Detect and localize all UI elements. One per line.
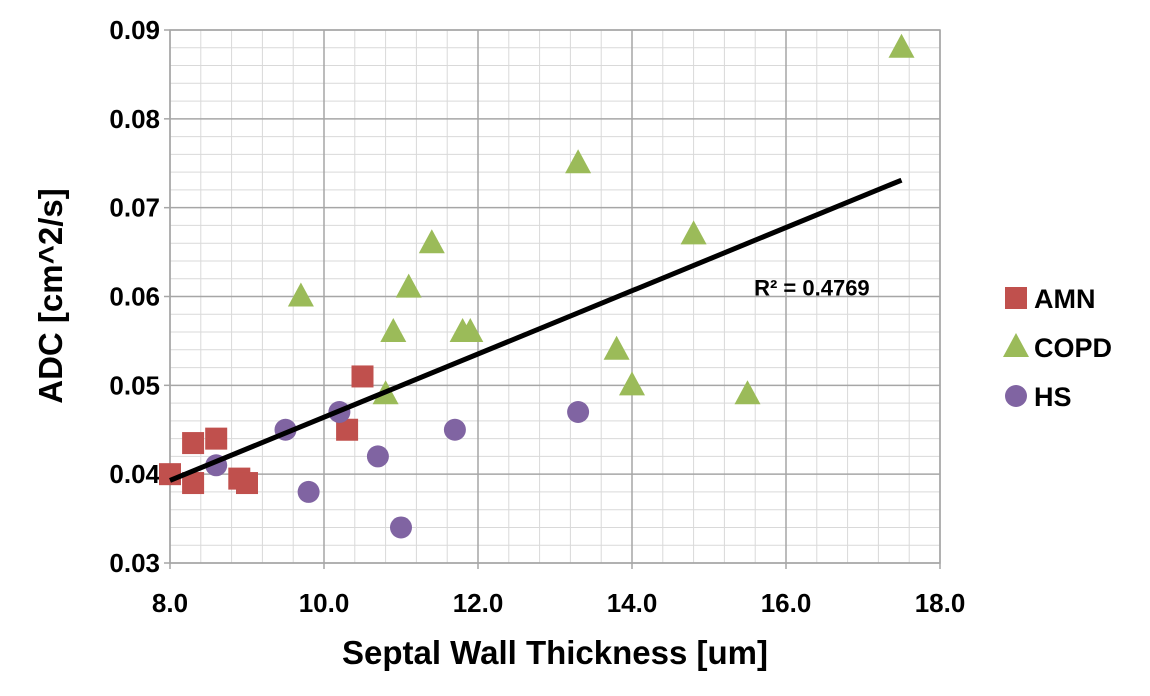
y-tick-label: 0.08 (109, 104, 160, 134)
x-tick-label: 12.0 (453, 588, 504, 618)
trendline (169, 177, 903, 483)
legend-copd-label: COPD (1034, 333, 1112, 363)
y-tick-label: 0.04 (109, 459, 160, 489)
amn-point (336, 418, 359, 441)
copd-point (395, 273, 422, 298)
y-axis-title: ADC [cm^2/s] (32, 188, 69, 403)
copd-point (287, 282, 314, 307)
plot-border (169, 29, 941, 564)
amn-point (182, 432, 205, 455)
y-tick-label: 0.06 (109, 282, 160, 312)
amn-point (236, 472, 258, 495)
amn-point (159, 463, 181, 486)
copd-point (603, 335, 630, 360)
legend-amn-marker (1005, 287, 1027, 309)
copd-point (565, 149, 592, 174)
amn-point (205, 427, 228, 450)
hs-point (366, 445, 389, 468)
y-axis-tick-labels: 0.03 0.04 0.05 0.06 0.07 0.08 0.09 (109, 15, 160, 578)
amn-point (182, 472, 205, 495)
x-tick-label: 18.0 (915, 588, 966, 618)
legend-copd-marker (1003, 333, 1029, 357)
x-tick-label: 16.0 (761, 588, 812, 618)
x-axis-title: Septal Wall Thickness [um] (342, 634, 768, 671)
legend-hs-label: HS (1034, 382, 1072, 412)
copd-point (619, 371, 645, 396)
hs-point (297, 480, 320, 503)
copd-point (888, 33, 915, 58)
r-squared-annotation: R² = 0.4769 (754, 276, 870, 301)
x-tick-label: 10.0 (299, 588, 350, 618)
legend: AMN COPD HS (1003, 284, 1112, 412)
y-tick-label: 0.09 (109, 15, 160, 45)
copd-point (457, 318, 484, 343)
copd-point (680, 220, 707, 245)
y-tick-label: 0.03 (109, 548, 160, 578)
copd-point (380, 318, 407, 343)
y-tick-label: 0.05 (109, 370, 160, 400)
legend-amn-label: AMN (1034, 284, 1096, 314)
legend-hs-marker (1005, 385, 1027, 407)
data-points (159, 33, 915, 539)
hs-point (390, 516, 412, 539)
copd-point (418, 229, 445, 254)
x-tick-label: 8.0 (152, 588, 188, 618)
x-tick-label: 14.0 (607, 588, 658, 618)
y-tick-label: 0.07 (109, 193, 160, 223)
hs-point (443, 418, 466, 441)
x-axis-tick-labels: 8.0 10.0 12.0 14.0 16.0 18.0 (152, 588, 965, 618)
amn-point (351, 365, 374, 388)
hs-point (567, 400, 590, 423)
copd-point (734, 380, 761, 405)
